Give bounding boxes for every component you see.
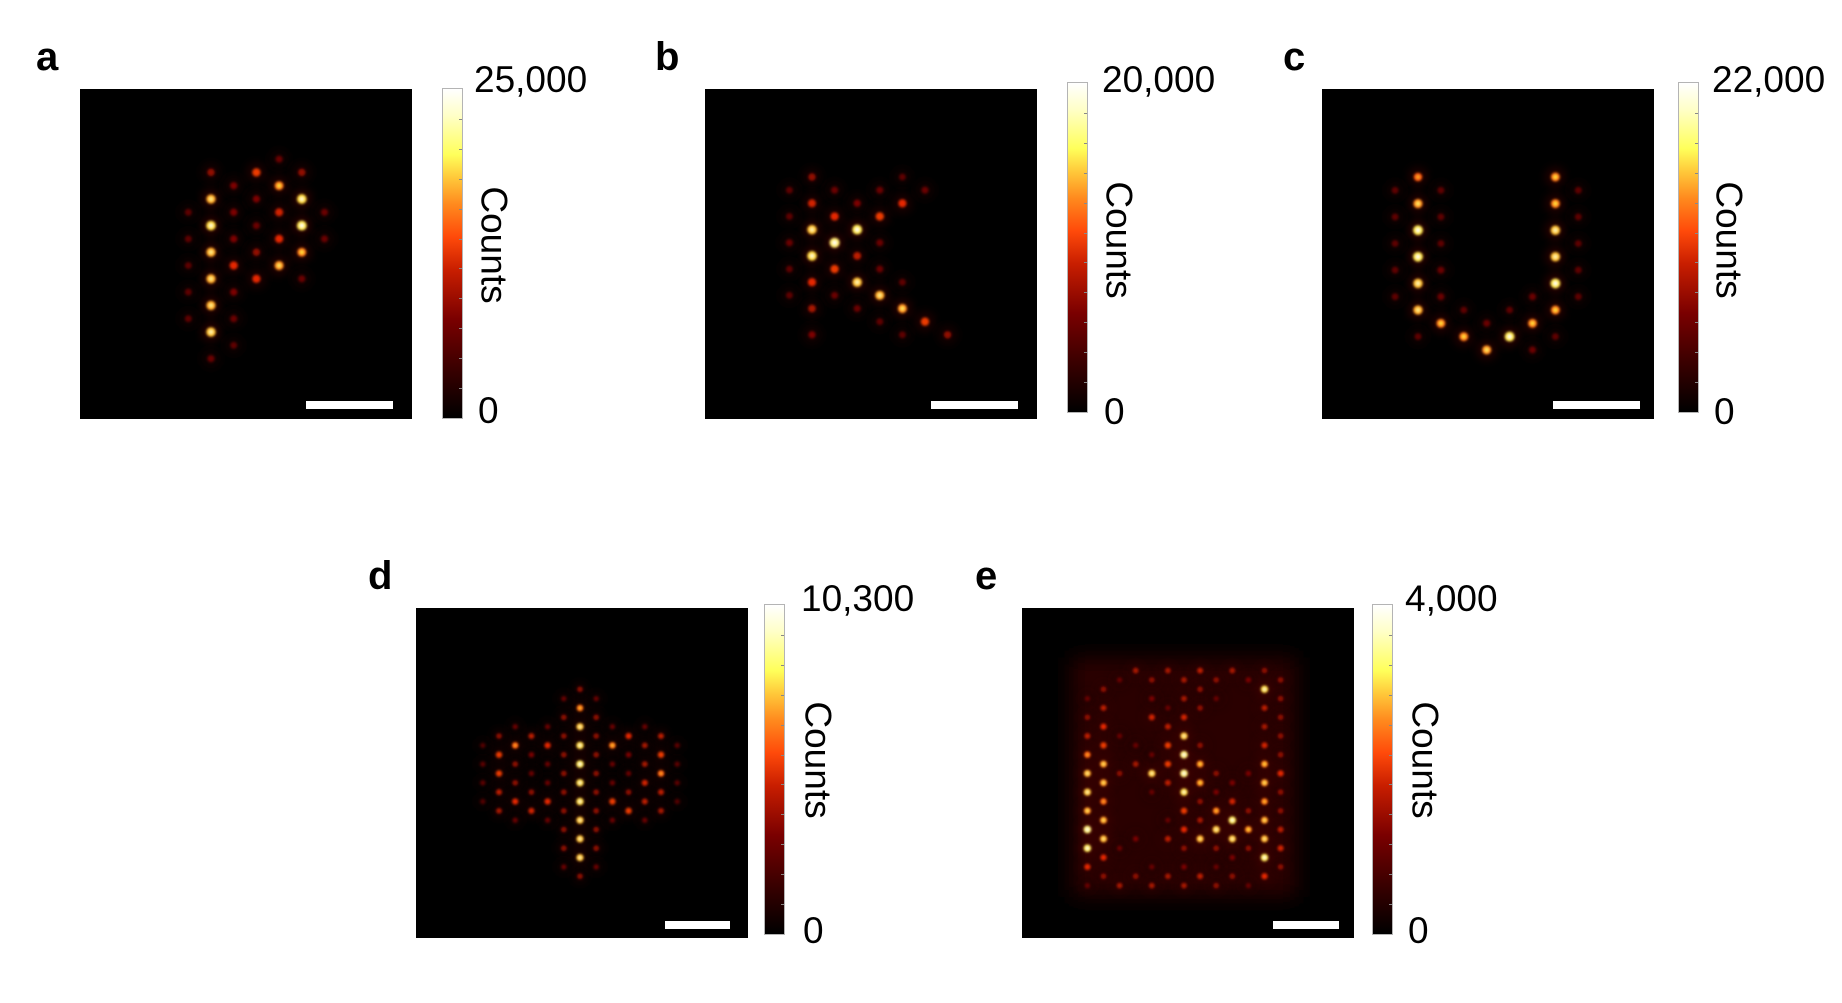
colorbar-title-e: Counts	[1404, 701, 1446, 819]
scale-bar-d	[665, 921, 730, 929]
scale-bar-c	[1553, 401, 1640, 409]
colorbar-tick	[781, 784, 784, 786]
colorbar-max-label-d: 10,300	[801, 578, 915, 619]
colorbar-tick	[1695, 142, 1698, 144]
colorbar-title-b: Counts	[1098, 181, 1140, 299]
colorbar-tick	[1695, 322, 1698, 324]
colorbar-tick	[459, 238, 462, 240]
colorbar-tick	[1695, 382, 1698, 384]
colorbar-min-label-d: 0	[803, 910, 824, 951]
colorbar-tick	[1084, 172, 1087, 174]
colorbar-tick	[1695, 352, 1698, 354]
heatmap-image-e	[1022, 608, 1354, 938]
colorbar-title-a: Counts	[473, 186, 515, 304]
colorbar-tick	[781, 664, 784, 666]
colorbar-tick	[1389, 904, 1392, 906]
colorbar-max-label-e: 4,000	[1405, 578, 1498, 619]
colorbar-tick	[459, 268, 462, 270]
colorbar-tick	[1084, 382, 1087, 384]
colorbar-c	[1678, 82, 1699, 413]
colorbar-tick	[781, 694, 784, 696]
colorbar-max-label-a: 25,000	[474, 59, 588, 100]
colorbar-tick	[1695, 232, 1698, 234]
colorbar-tick	[781, 904, 784, 906]
colorbar-tick	[781, 634, 784, 636]
colorbar-tick	[1389, 634, 1392, 636]
colorbar-tick	[1389, 784, 1392, 786]
colorbar-tick	[1084, 112, 1087, 114]
colorbar-tick	[459, 118, 462, 120]
colorbar-tick	[1389, 664, 1392, 666]
colorbar-tick	[1695, 292, 1698, 294]
panel-label-c: c	[1283, 35, 1306, 79]
colorbar-tick	[1695, 172, 1698, 174]
colorbar-tick	[1084, 262, 1087, 264]
colorbar-tick	[1389, 694, 1392, 696]
colorbar-tick	[1389, 814, 1392, 816]
panel-label-a: a	[36, 35, 59, 79]
heatmap-image-a	[80, 89, 412, 419]
colorbar-a	[442, 88, 463, 419]
colorbar-tick	[1389, 754, 1392, 756]
heatmap-image-b	[705, 89, 1037, 419]
colorbar-min-label-e: 0	[1408, 910, 1429, 951]
panel-label-e: e	[975, 554, 998, 598]
colorbar-tick	[1084, 202, 1087, 204]
panel-label-b: b	[655, 35, 680, 79]
panel-label-d: d	[368, 554, 393, 598]
colorbar-tick	[781, 814, 784, 816]
colorbar-tick	[459, 148, 462, 150]
colorbar-tick	[1695, 202, 1698, 204]
colorbar-d	[764, 604, 785, 935]
colorbar-tick	[1389, 724, 1392, 726]
colorbar-tick	[781, 724, 784, 726]
colorbar-max-label-b: 20,000	[1102, 59, 1216, 100]
colorbar-title-c: Counts	[1708, 181, 1750, 299]
colorbar-tick	[1084, 292, 1087, 294]
colorbar-tick	[1084, 322, 1087, 324]
colorbar-tick	[459, 298, 462, 300]
colorbar-tick	[1695, 112, 1698, 114]
colorbar-tick	[459, 388, 462, 390]
colorbar-tick	[781, 844, 784, 846]
scale-bar-b	[931, 401, 1018, 409]
scale-bar-a	[306, 401, 393, 409]
colorbar-tick	[1695, 262, 1698, 264]
colorbar-tick	[1084, 232, 1087, 234]
heatmap-image-d	[416, 608, 748, 938]
colorbar-tick	[459, 328, 462, 330]
colorbar-min-label-a: 0	[478, 390, 499, 431]
colorbar-tick	[1389, 844, 1392, 846]
colorbar-max-label-c: 22,000	[1712, 59, 1826, 100]
colorbar-min-label-c: 0	[1714, 391, 1735, 432]
colorbar-tick	[781, 874, 784, 876]
colorbar-tick	[459, 358, 462, 360]
colorbar-tick	[459, 178, 462, 180]
colorbar-e	[1372, 604, 1393, 935]
heatmap-image-c	[1322, 89, 1654, 419]
colorbar-min-label-b: 0	[1104, 391, 1125, 432]
scale-bar-e	[1273, 921, 1339, 929]
colorbar-tick	[459, 208, 462, 210]
colorbar-tick	[1084, 352, 1087, 354]
colorbar-title-d: Counts	[797, 701, 839, 819]
colorbar-b	[1067, 82, 1088, 413]
colorbar-tick	[1084, 142, 1087, 144]
colorbar-tick	[781, 754, 784, 756]
colorbar-tick	[1389, 874, 1392, 876]
